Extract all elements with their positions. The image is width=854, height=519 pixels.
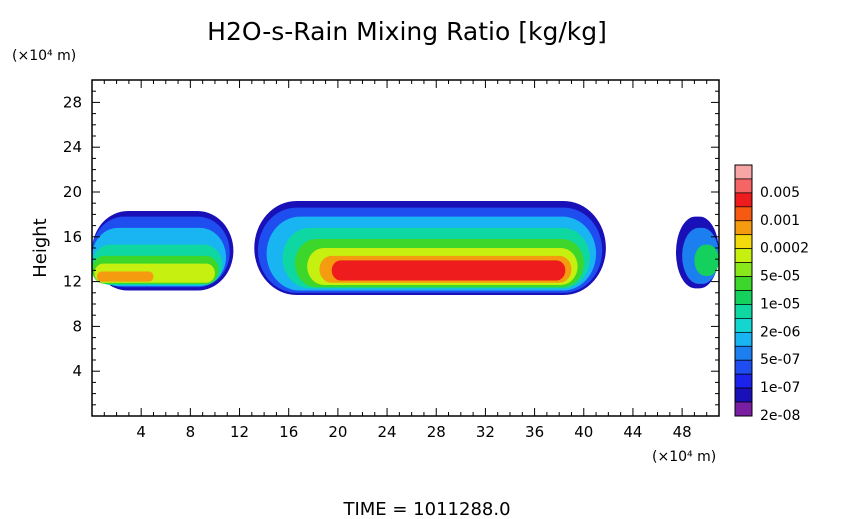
x-tick-label: 28 <box>427 423 446 441</box>
colorbar-label: 1e-05 <box>760 296 800 312</box>
colorbar-label: 2e-08 <box>760 408 800 424</box>
colorbar-swatch <box>734 164 753 180</box>
x-tick-label: 36 <box>525 423 544 441</box>
x-tick-label: 16 <box>279 423 298 441</box>
x-unit-label: (×10⁴ m) <box>652 449 716 465</box>
colorbar-swatch <box>734 262 753 277</box>
y-tick-label: 8 <box>72 317 82 335</box>
colorbar-swatch <box>734 401 753 417</box>
colorbar-swatch <box>734 276 753 291</box>
x-tick-label: 12 <box>230 423 249 441</box>
y-tick-label: 20 <box>63 183 82 201</box>
x-tick-label: 8 <box>186 423 196 441</box>
y-tick-label: 16 <box>63 228 82 246</box>
x-tick-label: 40 <box>574 423 593 441</box>
colorbar-label: 0.0002 <box>760 241 809 257</box>
colorbar-label: 0.005 <box>760 185 800 201</box>
colorbar-swatch <box>734 234 753 250</box>
y-unit-label: (×10⁴ m) <box>12 48 76 64</box>
colorbar-swatch <box>734 192 753 208</box>
colorbar-swatch <box>734 220 753 236</box>
colorbar-swatch <box>734 318 753 333</box>
colorbar-swatch <box>734 331 753 347</box>
colorbar-swatch <box>734 387 753 403</box>
x-tick-label: 32 <box>476 423 495 441</box>
y-tick-label: 24 <box>63 138 82 156</box>
colorbar-swatch <box>734 373 753 389</box>
field-band-14 <box>331 260 566 281</box>
colorbar-swatch <box>734 290 753 305</box>
colorbar-label: 1e-07 <box>760 380 800 396</box>
y-tick-label: 12 <box>63 273 82 291</box>
colorbar-swatch <box>734 345 753 361</box>
colorbar-swatch <box>734 206 753 222</box>
x-tick-label: 4 <box>136 423 146 441</box>
y-tick-label: 28 <box>63 93 82 111</box>
x-tick-label: 20 <box>328 423 347 441</box>
colorbar-swatch <box>734 178 753 194</box>
mixing-ratio-field <box>92 200 719 296</box>
colorbar-label: 2e-06 <box>760 324 800 340</box>
y-axis-label: Height <box>30 218 51 278</box>
colorbar-swatch <box>734 248 753 263</box>
field-band-6 <box>96 271 154 282</box>
x-tick-label: 44 <box>623 423 642 441</box>
colorbar-label: 5e-07 <box>760 352 800 368</box>
colorbar-label: 5e-05 <box>760 269 800 285</box>
colorbar-swatch <box>734 359 753 375</box>
x-tick-label: 48 <box>673 423 692 441</box>
colorbar-frame <box>734 164 753 417</box>
x-tick-label: 24 <box>378 423 397 441</box>
y-tick-label: 4 <box>72 362 82 380</box>
field-band-17 <box>694 244 719 276</box>
time-footer: TIME = 1011288.0 <box>342 499 510 519</box>
colorbar-swatch <box>734 304 753 319</box>
colorbar: 0.005 0.001 0.0002 5e-05 1e-05 2e-06 5e-07 1e-0… <box>734 164 809 424</box>
colorbar-label: 0.001 <box>760 213 800 229</box>
chart-title: H2O-s-Rain Mixing Ratio [kg/kg] <box>207 17 607 46</box>
